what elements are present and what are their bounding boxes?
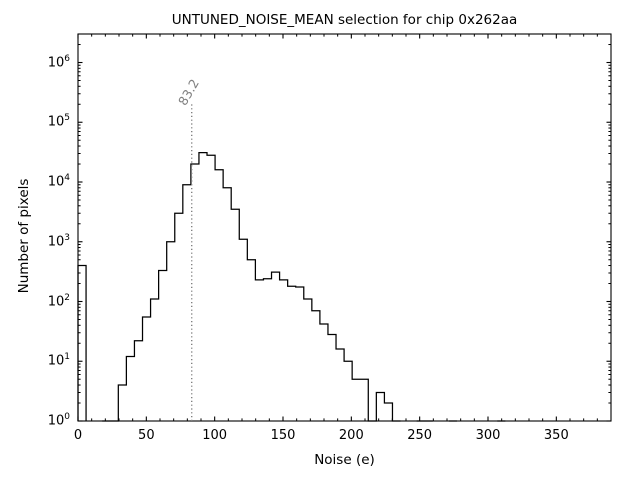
axes-spines [77,33,612,422]
x-tick-label: 200 [338,428,364,443]
x-axis-label: Noise (e) [314,452,375,468]
x-tick-label: 350 [543,428,569,443]
y-tick-label: 102 [47,292,70,309]
x-tick-label: 300 [475,428,501,443]
y-tick-label: 103 [47,232,70,250]
y-tick-label: 101 [47,352,70,369]
histogram-step-line [77,152,506,422]
axis-ticks [77,33,612,422]
y-tick-label: 105 [47,113,70,130]
y-tick-label: 100 [47,412,70,429]
x-tick-label: 0 [73,428,83,443]
y-tick-label: 106 [47,53,70,70]
x-tick-label: 250 [407,428,433,443]
y-tick-label: 104 [47,173,70,190]
x-tick-label: 100 [202,428,228,443]
page-title: UNTUNED_NOISE_MEAN selection for chip 0x… [171,12,518,28]
x-tick-label: 150 [270,428,296,443]
x-tick-label: 50 [138,428,155,443]
